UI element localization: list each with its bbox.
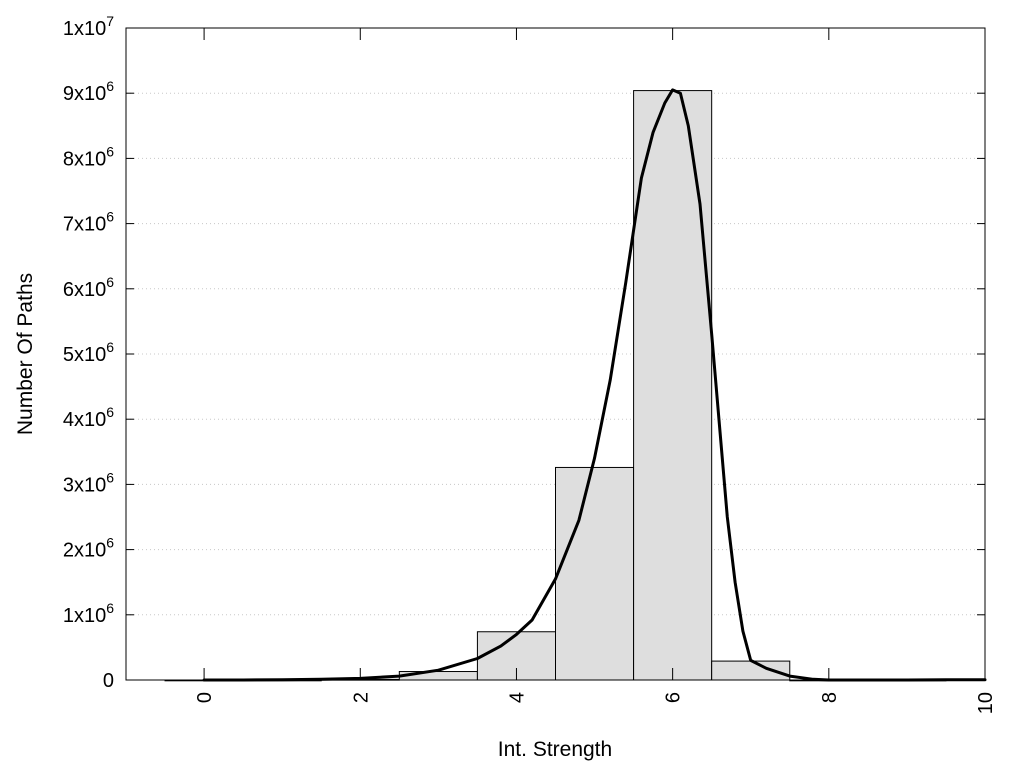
histogram-bar — [633, 90, 713, 681]
x-tick-label: 4 — [506, 692, 528, 703]
axis-ticks — [126, 27, 986, 681]
y-tick-label: 6x106 — [63, 274, 114, 301]
y-axis-label: Number Of Paths — [14, 273, 37, 435]
histogram-bar — [711, 660, 791, 681]
x-tick-labels: 0 2 4 6 8 10 — [194, 692, 997, 714]
histogram-bars — [164, 90, 947, 682]
y-tick-label: 2x106 — [63, 535, 114, 562]
y-tick-label: 0 — [103, 670, 114, 692]
fit-curve-line — [202, 88, 987, 682]
y-tick-label: 4x106 — [63, 404, 114, 431]
y-tick-label: 1x107 — [63, 13, 114, 40]
y-tick-label: 5x106 — [63, 339, 114, 366]
y-tick-label: 1x106 — [63, 600, 114, 627]
y-tick-label: 9x106 — [63, 78, 114, 105]
y-tick-labels: 0 1x106 2x106 3x106 4x106 5x106 6x106 7x106 8x10… — [63, 13, 114, 692]
histogram-bar — [555, 466, 635, 681]
y-tick-label: 8x106 — [63, 143, 114, 170]
x-tick-label: 8 — [819, 692, 841, 703]
x-tick-label: 2 — [350, 692, 372, 703]
x-tick-label: 0 — [194, 692, 216, 703]
x-tick-label: 6 — [663, 692, 685, 703]
x-axis-label: Int. Strength — [498, 738, 612, 761]
y-tick-label: 7x106 — [63, 209, 114, 236]
y-tick-label: 3x106 — [63, 469, 114, 496]
fit-curve — [202, 88, 987, 682]
x-tick-label: 10 — [975, 692, 997, 714]
